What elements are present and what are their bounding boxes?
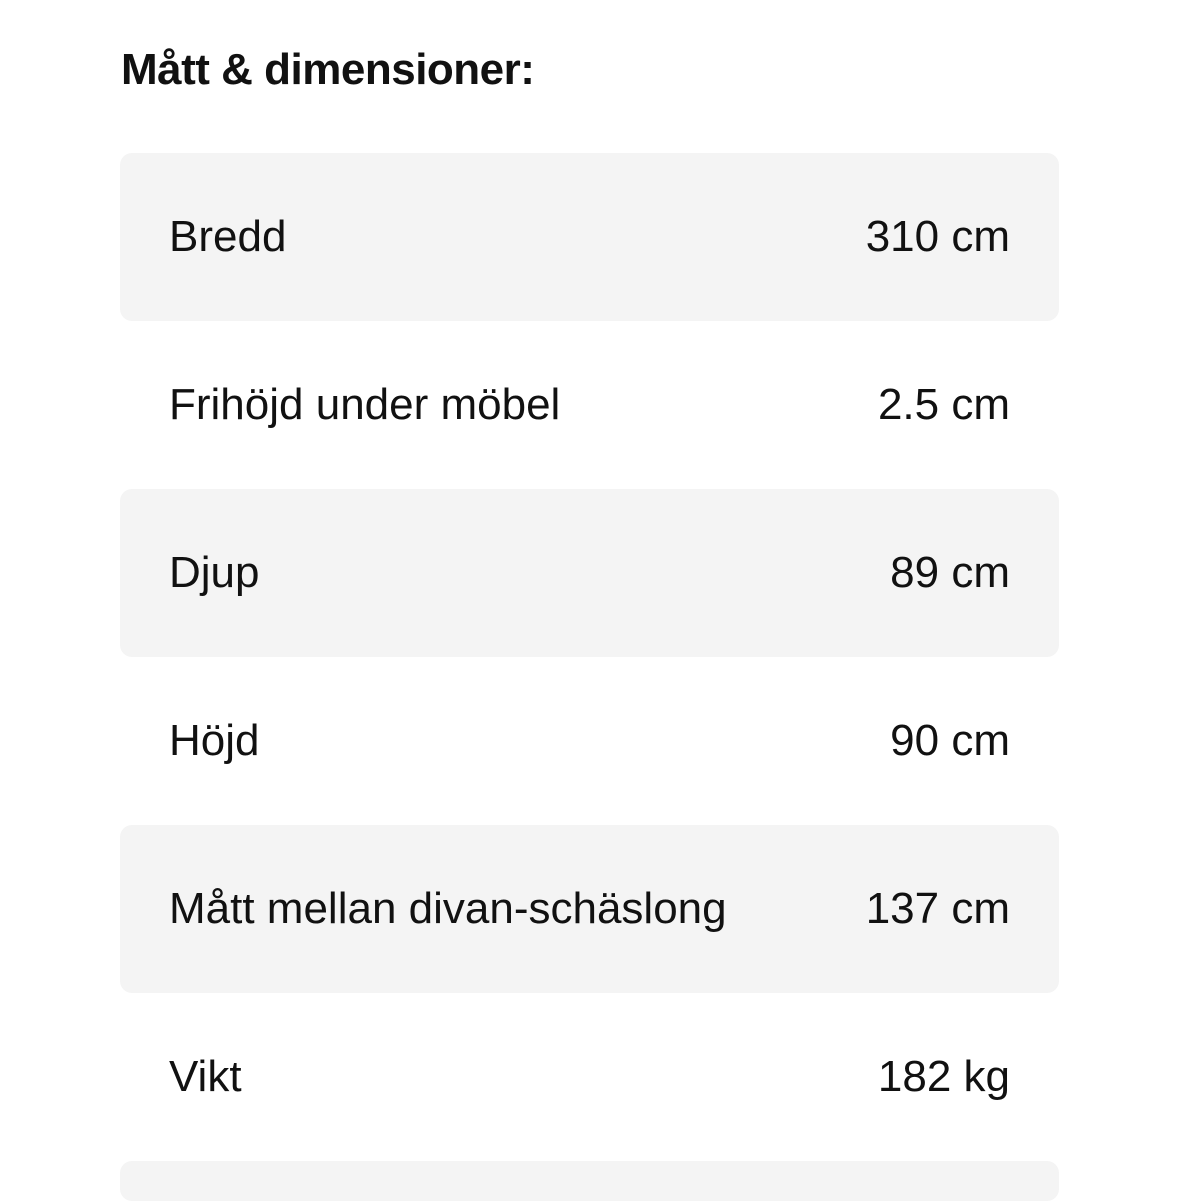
dimensions-list: Bredd 310 cm Frihöjd under möbel 2.5 cm …: [120, 153, 1059, 1201]
spec-row-depth: Djup 89 cm: [120, 489, 1059, 657]
spec-label: Mått mellan divan-schäslong: [169, 884, 727, 933]
spec-value: 2.5 cm: [877, 380, 1010, 429]
section-title: Mått & dimensioner:: [121, 45, 535, 94]
spec-label: Vikt: [169, 1052, 242, 1101]
spec-row-width: Bredd 310 cm: [120, 153, 1059, 321]
spec-row-weight: Vikt 182 kg: [120, 993, 1059, 1161]
spec-label: Höjd: [169, 716, 260, 765]
spec-value: 182 kg: [877, 1052, 1010, 1101]
spec-row-clearance: Frihöjd under möbel 2.5 cm: [120, 321, 1059, 489]
spec-value: 137 cm: [865, 884, 1010, 933]
spec-label: Frihöjd under möbel: [169, 380, 561, 429]
spec-label: Djup: [169, 548, 260, 597]
spec-row-divan-distance: Mått mellan divan-schäslong 137 cm: [120, 825, 1059, 993]
spec-row-height: Höjd 90 cm: [120, 657, 1059, 825]
spec-value: 90 cm: [890, 716, 1010, 765]
spec-value: 310 cm: [865, 212, 1010, 261]
spec-label: Bredd: [169, 212, 287, 261]
spec-value: 89 cm: [890, 548, 1010, 597]
spec-row-next-partial: [120, 1161, 1059, 1201]
